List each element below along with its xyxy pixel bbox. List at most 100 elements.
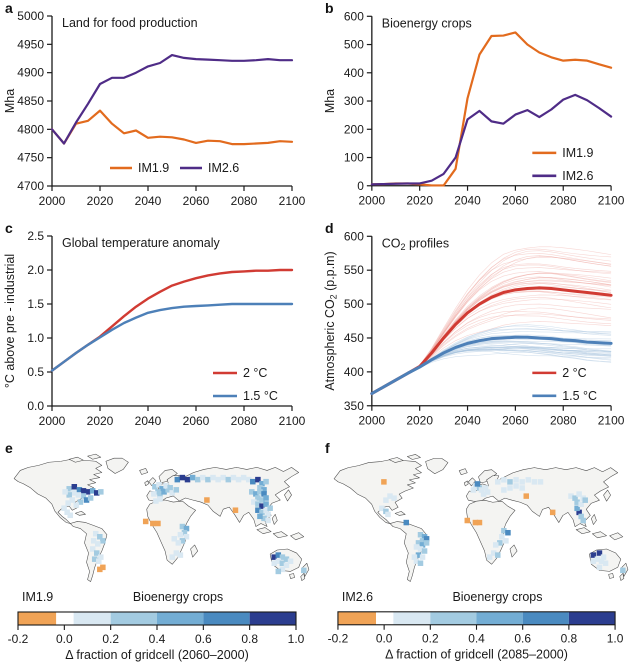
y-tick-label: 0.5: [27, 365, 44, 379]
colorbar: -0.2 0.0 0.2 0.4 0.6 0.8 1.0: [328, 611, 624, 646]
y-tick-label: 100: [344, 151, 364, 165]
y-tick-label: 0: [357, 179, 364, 193]
panel-e-map: IM1.9 Bioenergy crops -0.2 0.0 0.2 0.4 0.6 0.8 1…: [8, 453, 310, 662]
panel-e: e IM1.9 Bioenergy crops -0.2 0.0 0.2 0.4 0.6 0.…: [0, 440, 320, 664]
legend: 2 °C 1.5 °C: [532, 366, 597, 403]
panel-b: b 0 100 200 300 400 500 600 2000 2020 2040 2060 208…: [320, 0, 639, 220]
x-tick-label: 2060: [183, 194, 210, 208]
y-axis-label: Mha: [323, 89, 337, 113]
scenario-label: IM1.9: [22, 590, 53, 604]
x-tick-label: 2040: [454, 414, 481, 428]
panel-letter-d: d: [325, 220, 334, 236]
y-axis-label: Mha: [3, 89, 17, 113]
y-tick-label: 4850: [17, 94, 44, 108]
x-tick-label: 2080: [550, 414, 577, 428]
panel-d-chart: 350 400 450 500 550 600 2000 2020 2040 2060 2080 21…: [323, 229, 625, 427]
panel-a-chart: 4700 4750 4800 4850 4900 4950 5000 2000 2020 2040…: [3, 9, 306, 208]
y-tick-label: 2.0: [27, 263, 44, 277]
x-tick-label: 2040: [135, 414, 162, 428]
x-tick-label: 2100: [279, 194, 306, 208]
x-tick-label: 2060: [502, 194, 529, 208]
y-tick-label: 1.5: [27, 297, 44, 311]
y-tick-label: 500: [344, 38, 364, 52]
legend: IM1.9 IM2.6: [110, 161, 239, 175]
y-tick-label: 2.5: [27, 229, 44, 243]
chart-title: Bioenergy crops: [382, 16, 472, 30]
colorbar-tick-label: 0.4: [149, 632, 166, 646]
colorbar-tick-label: 0.2: [102, 632, 119, 646]
y-tick-label: 4800: [17, 122, 44, 136]
y-tick-label: 4950: [17, 37, 44, 51]
axes: 0 100 200 300 400 500 600 2000 2020 2040 2060 2080 2…: [344, 9, 625, 207]
axes: 0.0 0.5 1.0 1.5 2.0 2.5 2000 2020 2040 2060 2080 21…: [27, 229, 305, 428]
x-tick-label: 2040: [135, 194, 162, 208]
series-2 °C: [50, 268, 294, 372]
y-tick-label: 200: [344, 122, 364, 136]
legend-label: IM1.9: [562, 146, 593, 160]
y-tick-label: 5000: [17, 9, 44, 23]
y-tick-label: 4750: [17, 151, 44, 165]
map-label: Bioenergy crops: [452, 590, 542, 604]
panel-f-map: IM2.6 Bioenergy crops -0.2 0.0 0.2 0.4 0.6 0.8 1…: [328, 454, 629, 662]
axes: 4700 4750 4800 4850 4900 4950 5000 2000 2020 2040…: [17, 9, 305, 208]
panel-b-chart: 0 100 200 300 400 500 600 2000 2020 2040 2060 2080 2…: [323, 9, 625, 207]
panel-d: d 350 400 450 500 550 600 2000 2020 2040 2060 2080…: [320, 220, 639, 440]
colorbar-caption: Δ fraction of gridcell (2060–2000): [65, 648, 248, 662]
series-IM1.9: [50, 109, 294, 146]
legend: 2 °C 1.5 °C: [213, 366, 278, 403]
map-label: Bioenergy crops: [133, 590, 223, 604]
colorbar-caption: Δ fraction of gridcell (2085–2000): [385, 648, 568, 662]
legend-label: IM2.6: [562, 169, 593, 183]
panel-a: a 4700 4750 4800 4850 4900 4950 5000 2000 2020 20…: [0, 0, 320, 220]
x-tick-label: 2020: [406, 194, 433, 208]
x-tick-label: 2100: [279, 414, 306, 428]
x-tick-label: 2100: [598, 414, 625, 428]
y-tick-label: 0.0: [27, 399, 44, 413]
colorbar-tick-label: 0.6: [195, 632, 212, 646]
panel-c-chart: 0.0 0.5 1.0 1.5 2.0 2.5 2000 2020 2040 2060 2080 21…: [3, 229, 306, 428]
panel-c: c 0.0 0.5 1.0 1.5 2.0 2.5 2000 2020 2040 2060 2080…: [0, 220, 320, 440]
colorbar-tick-label: 0.0: [56, 632, 73, 646]
panel-letter-a: a: [5, 0, 13, 16]
gridcells: [61, 474, 307, 575]
colorbar-tick-label: 0.8: [241, 632, 258, 646]
world-map: [333, 454, 629, 582]
legend-label: IM1.9: [138, 161, 169, 175]
chart-title: Global temperature anomaly: [62, 236, 220, 250]
x-tick-label: 2000: [39, 194, 66, 208]
y-axis-label: Atmospheric CO2 (p.p.m): [323, 251, 338, 390]
world-map: [13, 453, 310, 582]
colorbar-tick-label: 0.0: [376, 632, 393, 646]
x-tick-label: 2000: [359, 414, 386, 428]
y-tick-label: 4700: [17, 179, 44, 193]
x-tick-label: 2020: [87, 414, 114, 428]
legend-label: 2 °C: [243, 366, 267, 380]
y-tick-label: 4900: [17, 66, 44, 80]
legend-label: 2 °C: [562, 366, 586, 380]
series-IM2.6: [50, 53, 294, 145]
legend-label: 1.5 °C: [243, 389, 278, 403]
colorbar-tick-label: 1.0: [607, 632, 624, 646]
x-tick-label: 2080: [231, 414, 258, 428]
series-1.5 °C: [370, 335, 613, 396]
x-tick-label: 2020: [406, 414, 433, 428]
panel-letter-f: f: [325, 440, 330, 456]
gridcells: [379, 477, 626, 574]
axes: 350 400 450 500 550 600 2000 2020 2040 2060 2080 21…: [344, 229, 625, 427]
colorbar-tick-label: 0.8: [561, 632, 578, 646]
colorbar-tick-label: 0.6: [514, 632, 531, 646]
series-IM2.6: [370, 93, 613, 186]
panel-letter-b: b: [325, 0, 334, 16]
x-tick-label: 2000: [359, 194, 386, 208]
colorbar-tick-label: -0.2: [8, 632, 29, 646]
x-tick-label: 2080: [550, 194, 577, 208]
x-tick-label: 2000: [39, 414, 66, 428]
y-tick-label: 600: [344, 229, 364, 243]
x-tick-label: 2100: [598, 194, 625, 208]
y-axis-label: °C above pre - industrial: [3, 254, 17, 388]
colorbar: -0.2 0.0 0.2 0.4 0.6 0.8 1.0: [8, 611, 305, 646]
y-tick-label: 500: [344, 297, 364, 311]
y-tick-label: 450: [344, 331, 364, 345]
x-tick-label: 2040: [454, 194, 481, 208]
